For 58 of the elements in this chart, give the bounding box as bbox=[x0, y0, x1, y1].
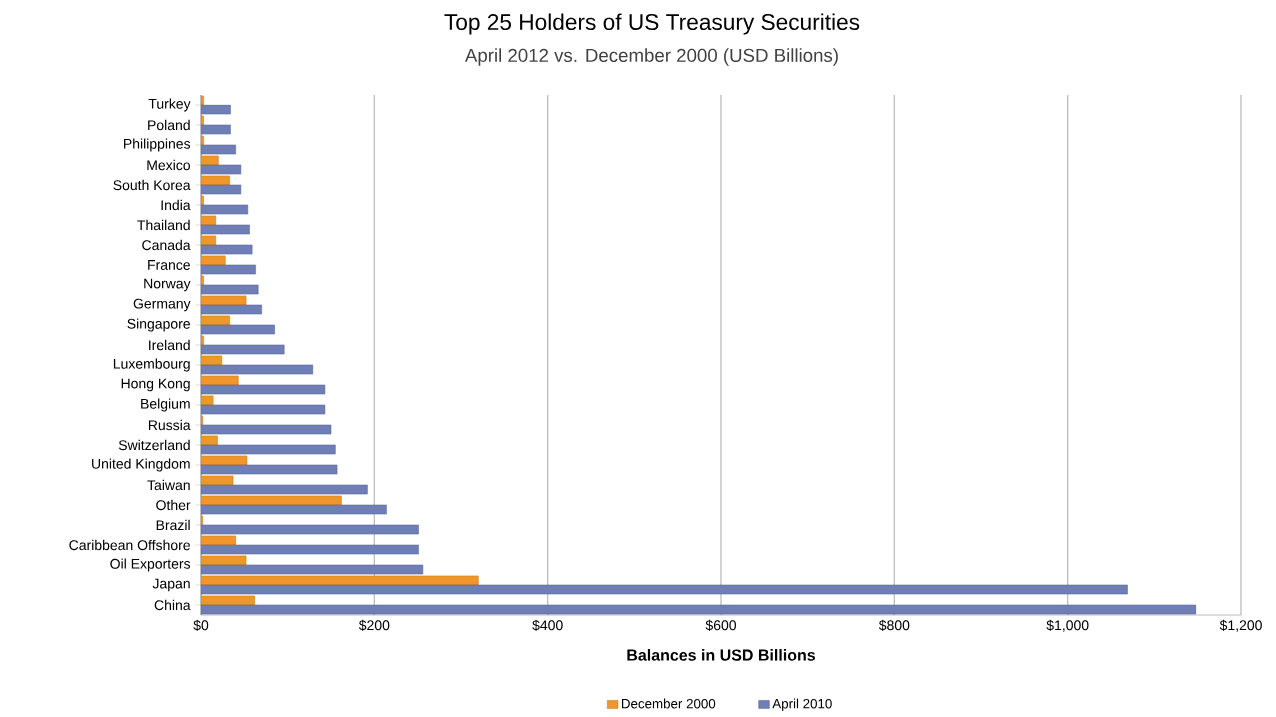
x-axis-title: Balances in USD Billions bbox=[627, 649, 816, 661]
bar bbox=[201, 315, 230, 326]
bar bbox=[201, 215, 217, 226]
chart-subtitle: April 2012 vs. December 2000 (USD Billions) bbox=[464, 48, 838, 66]
y-tick-label: Oil Exporters bbox=[110, 558, 191, 572]
x-tick-label: $1,000 bbox=[1046, 619, 1089, 632]
y-tick-label: Japan bbox=[152, 578, 190, 592]
y-tick-label: Brazil bbox=[156, 519, 190, 531]
y-tick-label: India bbox=[161, 199, 191, 211]
y-tick-label: Singapore bbox=[127, 318, 190, 332]
bar bbox=[201, 255, 226, 266]
y-tick-label: Norway bbox=[144, 278, 191, 292]
y-tick-label: China bbox=[154, 599, 191, 611]
bar bbox=[201, 235, 217, 246]
bar bbox=[201, 555, 247, 566]
y-tick-label: Thailand bbox=[137, 219, 190, 231]
x-tick-label: $0 bbox=[193, 619, 209, 632]
bar bbox=[201, 495, 342, 506]
x-tick-label: $600 bbox=[705, 619, 737, 632]
x-tick-label: $400 bbox=[532, 619, 563, 632]
y-tick-label: Germany bbox=[133, 298, 191, 312]
bar bbox=[201, 275, 204, 286]
legend-label: December 2000 bbox=[621, 698, 716, 709]
y-tick-label: Ireland bbox=[149, 339, 190, 351]
bar bbox=[201, 535, 236, 546]
y-tick-label: Luxembourg bbox=[113, 358, 190, 372]
bar bbox=[201, 575, 479, 586]
y-tick-label: Switzerland bbox=[118, 439, 190, 451]
bar bbox=[201, 95, 204, 106]
y-tick-label: Taiwan bbox=[147, 479, 190, 491]
x-tick-label: $800 bbox=[878, 619, 910, 632]
bar bbox=[201, 175, 230, 186]
bar bbox=[201, 355, 223, 366]
bar bbox=[201, 115, 204, 126]
y-tick-label: Hong Kong bbox=[121, 378, 190, 392]
y-tick-label: France bbox=[148, 260, 190, 270]
x-tick-label: $1,200 bbox=[1219, 619, 1262, 632]
y-tick-label: South Korea bbox=[113, 179, 191, 191]
bar bbox=[201, 335, 204, 346]
x-tick-label: $200 bbox=[358, 619, 390, 632]
y-tick-label: Russia bbox=[148, 419, 191, 431]
y-tick-label: Philippines bbox=[124, 138, 191, 152]
y-tick-label: Other bbox=[156, 499, 191, 511]
bar bbox=[201, 195, 204, 206]
y-tick-label: United Kingdom bbox=[92, 458, 190, 472]
chart-title: Top 25 Holders of US Treasury Securities bbox=[444, 13, 860, 35]
bar bbox=[201, 595, 256, 606]
legend-label: April 2010 bbox=[772, 698, 832, 712]
y-tick-label: Belgium bbox=[141, 398, 190, 412]
bar bbox=[201, 155, 219, 166]
y-tick-label: Turkey bbox=[148, 98, 191, 112]
y-tick-label: Poland bbox=[148, 119, 190, 131]
bar bbox=[201, 375, 239, 386]
y-tick-label: Mexico bbox=[147, 159, 190, 171]
y-tick-label: Canada bbox=[142, 239, 191, 251]
bar bbox=[201, 295, 247, 306]
y-tick-label: Caribbean Offshore bbox=[69, 539, 190, 551]
bar bbox=[201, 135, 204, 146]
